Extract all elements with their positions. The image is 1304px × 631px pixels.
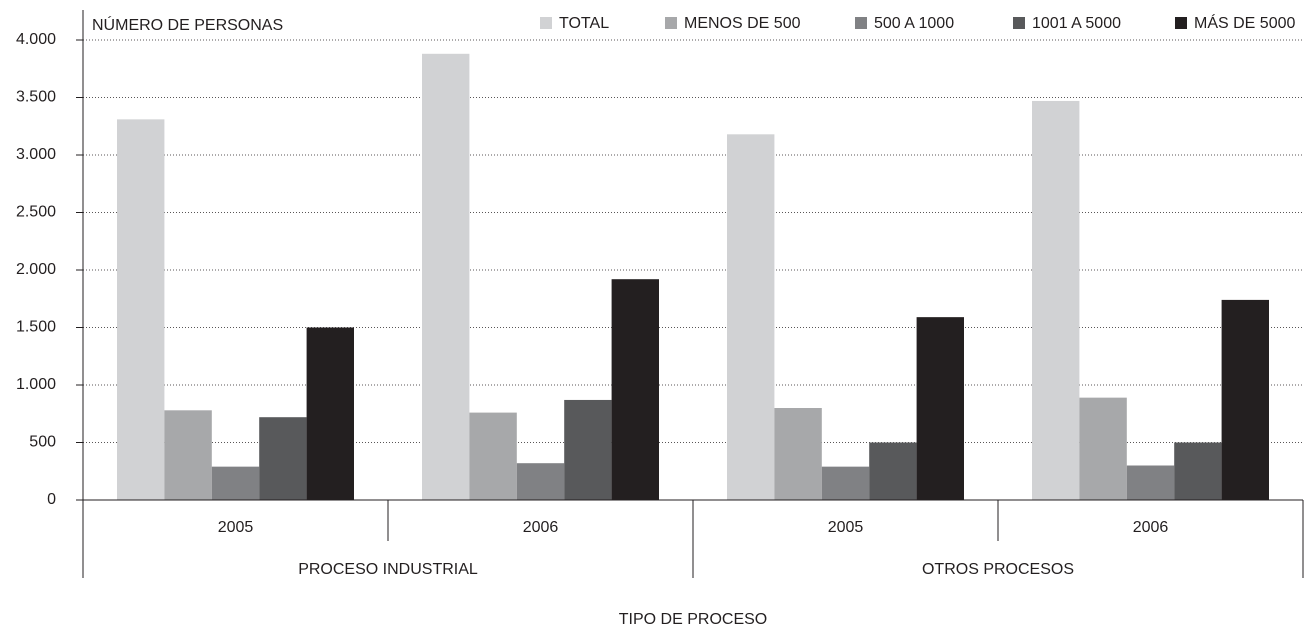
- y-tick-label: 500: [29, 434, 56, 451]
- bar: [1221, 299, 1269, 500]
- legend-swatch: [665, 17, 677, 29]
- bar: [211, 466, 260, 500]
- y-tick-label: 4.000: [16, 31, 56, 48]
- bar: [727, 134, 775, 501]
- bar: [916, 317, 964, 500]
- y-tick-label: 2.500: [16, 204, 56, 221]
- bar: [469, 412, 517, 500]
- y-tick-label: 1.500: [16, 319, 56, 336]
- y-tick-label: 3.500: [16, 89, 56, 106]
- y-tick-label: 1.000: [16, 376, 56, 393]
- bar: [611, 279, 659, 500]
- bar: [869, 442, 917, 500]
- bar: [774, 408, 822, 500]
- bar: [1032, 100, 1080, 500]
- bar: [821, 466, 870, 500]
- legend-label: 1001 A 5000: [1032, 15, 1121, 32]
- x-tick-label: 2006: [523, 519, 559, 536]
- legend-swatch: [1175, 17, 1187, 29]
- group-label: OTROS PROCESOS: [922, 561, 1074, 578]
- bar: [1126, 465, 1175, 500]
- bar: [164, 410, 212, 500]
- y-tick-label: 3.000: [16, 146, 56, 163]
- legend-label: 500 A 1000: [874, 15, 954, 32]
- legend-label: MENOS DE 500: [684, 15, 801, 32]
- group-label: PROCESO INDUSTRIAL: [298, 561, 478, 578]
- bar: [422, 53, 470, 501]
- legend-swatch: [1013, 17, 1025, 29]
- x-tick-label: 2005: [828, 519, 864, 536]
- legend-swatch: [540, 17, 552, 29]
- y-tick-label: 0: [47, 491, 56, 508]
- x-tick-label: 2005: [218, 519, 254, 536]
- x-axis-label: TIPO DE PROCESO: [619, 611, 767, 628]
- bar: [306, 327, 354, 500]
- legend-swatch: [855, 17, 867, 29]
- legend-label: TOTAL: [559, 15, 609, 32]
- bar: [259, 417, 307, 500]
- legend-label: MÁS DE 5000: [1194, 13, 1295, 32]
- y-tick-label: 2.000: [16, 261, 56, 278]
- bar: [564, 399, 612, 500]
- bar: [1079, 397, 1127, 500]
- bar: [516, 463, 565, 500]
- bar: [117, 119, 165, 500]
- bar: [1174, 442, 1222, 500]
- y-axis-label: NÚMERO DE PERSONAS: [92, 15, 283, 34]
- x-tick-label: 2006: [1133, 519, 1169, 536]
